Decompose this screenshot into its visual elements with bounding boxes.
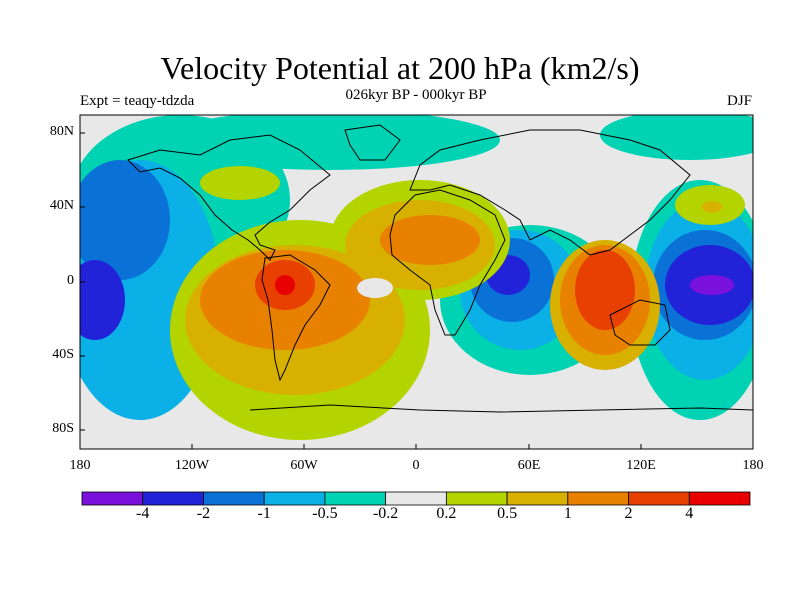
lon-tick-label: 180 [742, 458, 764, 473]
field-neg-pacific-east [80, 160, 170, 280]
map-field [80, 115, 753, 449]
lon-tick-label: 0 [412, 458, 420, 473]
colorbar-label: 1 [563, 505, 572, 522]
colorbar-swatch [203, 491, 265, 506]
field-neg-west-pacific [690, 275, 734, 295]
colorbar-label: 0.5 [497, 505, 518, 522]
lon-tick-label: 120E [626, 458, 656, 473]
lon-tick-label: 180 [69, 458, 91, 473]
field-pos-africa [380, 215, 480, 265]
map-subtitle: 026kyr BP - 000kyr BP [345, 87, 487, 103]
lat-tick-label: 80S [52, 421, 74, 436]
colorbar-label: 0.2 [436, 505, 457, 522]
colorbar [81, 491, 751, 506]
field-pos-indonesia [575, 250, 635, 330]
colorbar-swatch [324, 491, 387, 506]
colorbar-label: -0.5 [312, 505, 338, 522]
field-neutral-atlantic [357, 278, 393, 298]
colorbar-swatch [445, 491, 508, 506]
field-neg-pacific-east [80, 260, 125, 340]
axis-ticks [79, 132, 754, 449]
colorbar-swatch [385, 491, 447, 506]
lat-tick-label: 0 [67, 273, 74, 288]
season-label: DJF [726, 93, 752, 109]
lat-tick-label: 40S [52, 347, 74, 362]
colorbar-label: -0.2 [372, 505, 399, 522]
colorbar-swatch [688, 491, 751, 506]
coastlines [127, 124, 753, 413]
field-pos-south-america [275, 275, 295, 295]
colorbar-swatch [81, 491, 144, 506]
colorbar-swatch [628, 491, 690, 506]
field-neg-arctic [600, 115, 753, 160]
colorbar-label: -1 [257, 505, 271, 522]
colorbar-swatch [263, 491, 326, 506]
field-neg-arctic [160, 115, 500, 170]
lon-tick-label: 60W [290, 458, 318, 473]
colorbar-swatch [567, 491, 629, 506]
map-title: Velocity Potential at 200 hPa (km2/s) [160, 50, 640, 86]
lon-tick-label: 120W [174, 458, 210, 473]
lon-tick-label: 60E [517, 458, 541, 473]
lat-tick-label: 40N [49, 198, 74, 213]
lat-tick-label: 80N [49, 124, 74, 139]
colorbar-swatch [142, 491, 204, 506]
colorbar-label: 4 [685, 505, 694, 522]
colorbar-label: -4 [136, 505, 150, 522]
colorbar-swatch [506, 491, 569, 506]
colorbar-label: 2 [624, 505, 633, 522]
colorbar-label: -2 [196, 505, 211, 522]
field-pos-north-america [200, 166, 280, 200]
field-pos-north-pacific [702, 201, 722, 213]
experiment-label: Expt = teaqy-tdzda [80, 93, 195, 109]
